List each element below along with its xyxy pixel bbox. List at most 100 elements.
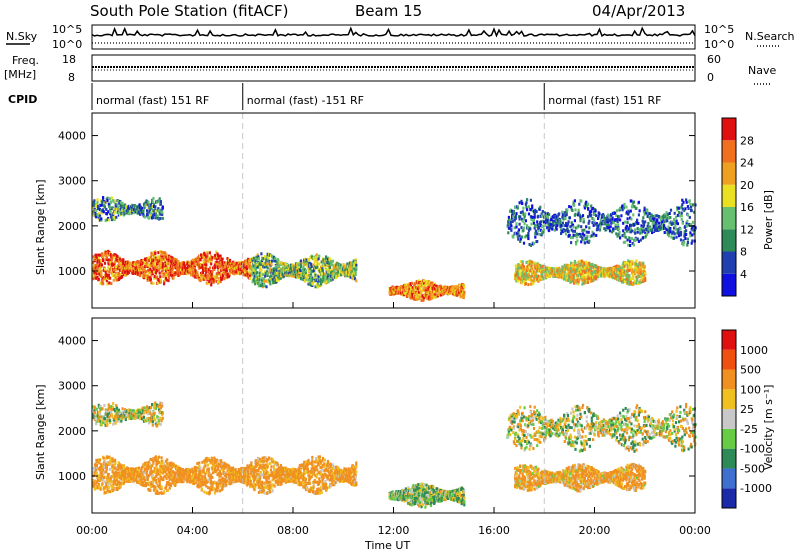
- power-cell: [104, 262, 106, 265]
- power-cell: [153, 271, 155, 274]
- power-cell: [632, 213, 634, 216]
- power-cell: [637, 222, 639, 225]
- power-cell: [615, 214, 617, 217]
- power-cell: [318, 257, 320, 260]
- power-cell: [163, 282, 165, 285]
- power-cell: [510, 225, 512, 228]
- power-cell: [221, 258, 223, 261]
- power-cell: [623, 203, 625, 206]
- power-cell: [419, 295, 421, 298]
- power-cell: [105, 208, 107, 211]
- power-cell: [214, 254, 216, 257]
- power-cell: [416, 298, 418, 301]
- power-cell: [110, 282, 112, 285]
- power-cell: [571, 273, 573, 276]
- power-cell: [595, 209, 597, 212]
- power-cell: [318, 255, 320, 258]
- power-cell: [591, 221, 593, 224]
- power-cell: [576, 236, 578, 239]
- power-cell: [637, 227, 639, 230]
- power-cell: [521, 236, 523, 239]
- power-cell: [566, 209, 568, 212]
- power-cell: [578, 203, 580, 206]
- power-cell: [331, 264, 333, 267]
- power-cell: [311, 265, 313, 268]
- power-cell: [120, 212, 122, 215]
- power-cell: [627, 221, 629, 224]
- power-cell: [631, 229, 633, 232]
- power-cell: [612, 227, 614, 230]
- power-data: [92, 113, 697, 308]
- power-cell: [140, 206, 142, 209]
- power-cell: [626, 225, 628, 228]
- power-cell: [534, 216, 536, 219]
- power-cell: [522, 207, 524, 210]
- power-cell: [615, 227, 617, 230]
- power-cell: [619, 218, 621, 221]
- power-cell: [508, 216, 510, 219]
- power-cell: [570, 241, 572, 244]
- power-cell: [529, 278, 531, 281]
- power-cell: [161, 272, 163, 275]
- power-cell: [586, 231, 588, 234]
- power-cell: [154, 205, 156, 208]
- power-cell: [574, 262, 576, 265]
- nave-scale-bottom: 0: [707, 71, 714, 84]
- power-cell: [530, 244, 532, 247]
- power-cell: [152, 282, 154, 285]
- power-cell: [259, 266, 261, 269]
- power-cell: [306, 276, 308, 279]
- power-cell: [636, 219, 638, 222]
- power-cell: [573, 277, 575, 280]
- power-cell: [585, 225, 587, 228]
- power-cell: [608, 223, 610, 226]
- power-cell: [524, 222, 526, 225]
- power-cell: [609, 229, 611, 232]
- power-cell: [642, 236, 644, 239]
- power-cell: [221, 261, 223, 264]
- power-cell: [253, 257, 255, 260]
- power-cell: [519, 223, 521, 226]
- power-cell: [556, 228, 558, 231]
- power-cell: [209, 251, 211, 254]
- power-cell: [598, 212, 600, 215]
- power-cell: [595, 214, 597, 217]
- power-cell: [523, 268, 525, 271]
- power-cell: [122, 258, 124, 261]
- power-cell: [103, 278, 105, 281]
- power-cell: [264, 280, 266, 283]
- power-cell: [148, 264, 150, 267]
- power-cell: [108, 274, 110, 277]
- power-cell: [584, 207, 586, 210]
- power-cell: [519, 215, 521, 218]
- power-cell: [102, 258, 104, 261]
- power-cell: [211, 256, 213, 259]
- power-cell: [206, 253, 208, 256]
- power-cell: [300, 263, 302, 266]
- power-cell: [114, 211, 116, 214]
- power-cell: [102, 255, 104, 258]
- power-cell: [581, 237, 583, 240]
- power-cell: [159, 275, 161, 278]
- power-cell: [325, 257, 327, 260]
- power-cell: [314, 274, 316, 277]
- power-cell: [98, 278, 100, 281]
- power-cell: [586, 235, 588, 238]
- power-cell: [216, 276, 218, 279]
- power-cell: [317, 286, 319, 289]
- power-cell: [128, 212, 130, 215]
- power-cell: [260, 284, 262, 287]
- power-cell: [573, 234, 575, 237]
- power-cell: [530, 223, 532, 226]
- power-cell: [618, 231, 620, 234]
- power-cell: [527, 283, 529, 286]
- power-cell: [109, 277, 111, 280]
- power-cell: [634, 228, 636, 231]
- power-cell: [578, 260, 580, 263]
- power-cell: [591, 234, 593, 237]
- power-cell: [112, 262, 114, 265]
- power-cell: [562, 222, 564, 225]
- power-cell: [220, 261, 222, 264]
- power-cell: [355, 273, 357, 276]
- power-cell: [355, 264, 357, 267]
